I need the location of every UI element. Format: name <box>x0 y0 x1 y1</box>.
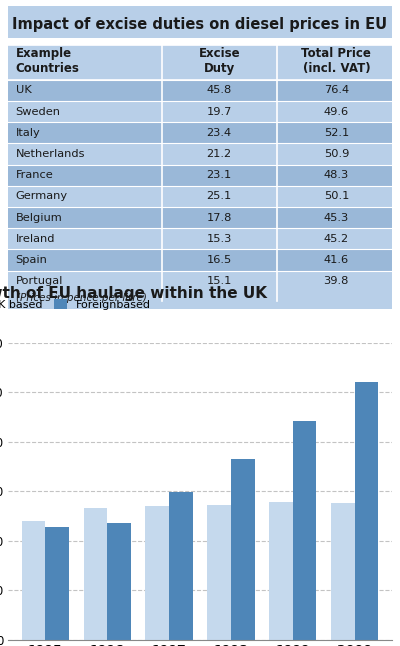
Text: Impact of excise duties on diesel prices in EU: Impact of excise duties on diesel prices… <box>12 17 388 32</box>
Bar <box>84 508 107 640</box>
Text: 49.6: 49.6 <box>324 107 349 116</box>
Text: 19.7: 19.7 <box>206 107 232 116</box>
Bar <box>8 101 392 122</box>
Text: 41.6: 41.6 <box>324 255 349 265</box>
Text: 15.3: 15.3 <box>206 234 232 244</box>
Text: 15.1: 15.1 <box>206 276 232 286</box>
Text: 48.3: 48.3 <box>324 170 349 180</box>
Bar <box>355 382 378 640</box>
Bar <box>8 207 392 228</box>
Text: France: France <box>16 170 54 180</box>
Text: 45.8: 45.8 <box>206 85 232 96</box>
Text: Excise
Duty: Excise Duty <box>198 47 240 75</box>
Text: Germany: Germany <box>16 191 68 202</box>
Text: 25.1: 25.1 <box>206 191 232 202</box>
Text: 23.1: 23.1 <box>206 170 232 180</box>
Bar <box>107 523 131 640</box>
Text: 52.1: 52.1 <box>324 128 349 138</box>
Bar <box>8 143 392 165</box>
Bar <box>22 521 45 640</box>
Text: 45.2: 45.2 <box>324 234 349 244</box>
Bar <box>45 527 69 640</box>
Text: Spain: Spain <box>16 255 48 265</box>
Text: 17.8: 17.8 <box>206 213 232 222</box>
Text: 23.4: 23.4 <box>207 128 232 138</box>
Text: Sweden: Sweden <box>16 107 61 116</box>
Bar <box>331 503 355 640</box>
Bar <box>8 79 392 101</box>
Bar <box>208 505 231 640</box>
Bar <box>293 421 316 640</box>
Text: 50.9: 50.9 <box>324 149 349 159</box>
Bar <box>8 228 392 249</box>
Text: 45.3: 45.3 <box>324 213 349 222</box>
Text: 21.2: 21.2 <box>207 149 232 159</box>
Bar <box>269 502 293 640</box>
Text: 39.8: 39.8 <box>324 276 349 286</box>
Text: UK: UK <box>16 85 32 96</box>
Text: Portugal: Portugal <box>16 276 63 286</box>
Bar <box>8 45 392 79</box>
Text: 50.1: 50.1 <box>324 191 349 202</box>
Text: Netherlands: Netherlands <box>16 149 85 159</box>
Legend: UK based, Foreignbased: UK based, Foreignbased <box>0 295 156 315</box>
Text: Italy: Italy <box>16 128 40 138</box>
Bar <box>8 122 392 143</box>
Text: (Prices in pence per litre): (Prices in pence per litre) <box>16 293 146 304</box>
Bar <box>8 165 392 186</box>
Text: Ireland: Ireland <box>16 234 55 244</box>
Text: Example
Countries: Example Countries <box>16 47 80 75</box>
Text: 76.4: 76.4 <box>324 85 349 96</box>
Text: Growth of EU haulage within the UK: Growth of EU haulage within the UK <box>0 286 267 301</box>
Text: Belgium: Belgium <box>16 213 62 222</box>
Text: 16.5: 16.5 <box>206 255 232 265</box>
Bar <box>8 249 392 271</box>
Bar <box>231 459 254 640</box>
Text: Total Price
(incl. VAT): Total Price (incl. VAT) <box>301 47 371 75</box>
Bar <box>169 492 192 640</box>
Bar <box>8 186 392 207</box>
FancyBboxPatch shape <box>8 6 392 37</box>
Bar <box>8 292 392 309</box>
Bar <box>146 506 169 640</box>
Bar <box>8 271 392 292</box>
